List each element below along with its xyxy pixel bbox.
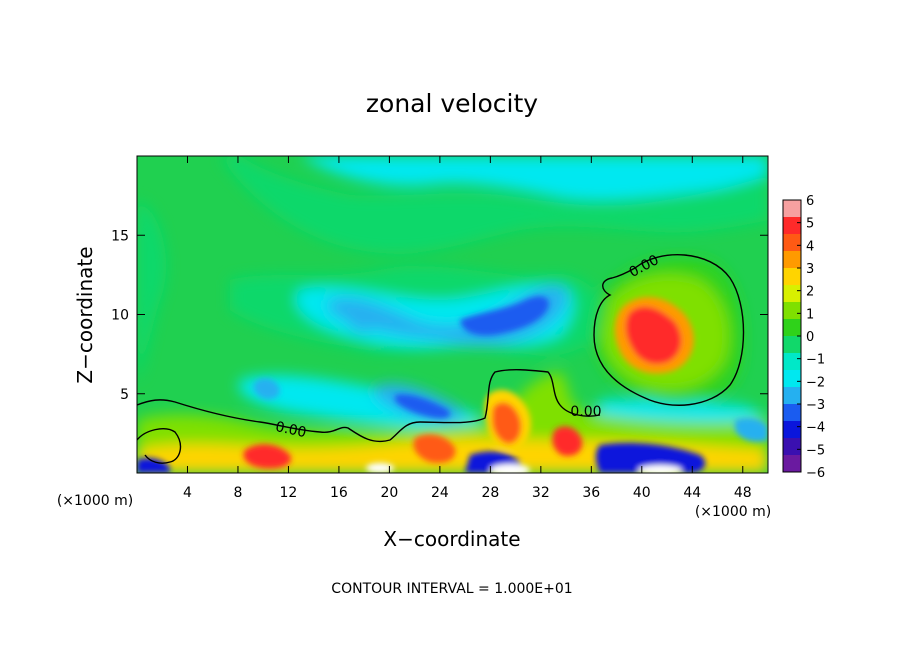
x-tick-label: 12 bbox=[280, 485, 298, 501]
y-tick-label: 5 bbox=[120, 387, 129, 403]
positive-core-red bbox=[625, 306, 682, 365]
x-tick-label: 8 bbox=[233, 485, 242, 501]
field-detail-layer bbox=[137, 296, 768, 473]
colorbar-segment bbox=[783, 217, 801, 235]
colorbar-segment bbox=[783, 438, 801, 456]
colorbar-segment bbox=[783, 387, 801, 405]
zero-contours bbox=[137, 254, 745, 464]
negative-lobe-deep bbox=[395, 394, 451, 419]
x-tick-label: 28 bbox=[481, 485, 499, 501]
x-tick-label: 40 bbox=[633, 485, 651, 501]
colorbar-tick-label: 0 bbox=[806, 330, 814, 345]
colorbar-segment bbox=[783, 200, 801, 218]
x-tick-label: 32 bbox=[532, 485, 550, 501]
upper-cyan-band bbox=[300, 156, 768, 201]
y-tick-label: 10 bbox=[111, 308, 129, 324]
colorbar-tick-label: −6 bbox=[806, 466, 825, 481]
colorbar-segment bbox=[783, 268, 801, 286]
zero-contour-bulge bbox=[593, 254, 745, 406]
colorbar-tick-label: 4 bbox=[806, 239, 814, 254]
red-streak-2 bbox=[413, 434, 456, 463]
x-tick-label: 44 bbox=[683, 485, 701, 501]
colorbar-tick-label: 1 bbox=[806, 307, 814, 322]
colorbar-segment bbox=[783, 421, 801, 439]
colorbar-segment bbox=[783, 336, 801, 354]
white-patch-1 bbox=[490, 464, 530, 473]
white-patch-2 bbox=[638, 465, 682, 473]
contour-label-1: 0.00 bbox=[274, 419, 308, 441]
y-axis-ticks: 5 10 15 bbox=[111, 228, 768, 403]
colorbar-tick-label: −1 bbox=[806, 353, 825, 368]
left-teal-patch bbox=[137, 200, 167, 380]
zero-contour-surface bbox=[137, 369, 601, 443]
x-axis-unit-label: (×1000 m) bbox=[695, 504, 771, 520]
colorbar-segment bbox=[783, 234, 801, 252]
small-blue-left bbox=[344, 303, 380, 332]
x-tick-label: 4 bbox=[183, 485, 192, 501]
plot-area: 0.00 0.00 0.00 bbox=[137, 156, 768, 473]
blue-right-edge bbox=[735, 417, 768, 442]
surface-positive-orange bbox=[492, 402, 522, 444]
zero-contour-left-loop bbox=[137, 428, 182, 464]
colorbar-tick-label: −3 bbox=[806, 398, 825, 413]
blue-lower-left-spot bbox=[253, 378, 280, 400]
blue-surface-left bbox=[137, 457, 170, 473]
x-tick-label: 48 bbox=[734, 485, 752, 501]
y-tick-label: 15 bbox=[111, 228, 129, 244]
negative-core-deep bbox=[460, 296, 549, 336]
y-axis-label: Z−coordinate bbox=[73, 246, 97, 383]
blue-surface-right bbox=[595, 442, 706, 473]
x-tick-label: 16 bbox=[330, 485, 348, 501]
red-streak-3 bbox=[552, 426, 583, 456]
colorbar-tick-label: −5 bbox=[806, 443, 825, 458]
colorbar-tick-label: 2 bbox=[806, 285, 814, 300]
white-patch-3 bbox=[366, 463, 394, 473]
red-streak-1 bbox=[243, 444, 291, 469]
colorbar-segment bbox=[783, 455, 801, 473]
colorbar: 6 5 4 3 2 1 0 −1 −2 −3 −4 −5 −6 bbox=[782, 194, 825, 481]
x-tick-label: 36 bbox=[582, 485, 600, 501]
upper-teal-band bbox=[220, 156, 768, 254]
x-tick-label: 24 bbox=[431, 485, 449, 501]
colorbar-segment bbox=[783, 353, 801, 371]
colorbar-tick-label: −4 bbox=[806, 421, 825, 436]
colorbar-tick-label: 3 bbox=[806, 262, 814, 277]
colorbar-segment bbox=[783, 319, 801, 337]
chart-title: zonal velocity bbox=[366, 89, 538, 118]
colorbar-segment bbox=[783, 370, 801, 388]
x-axis-ticks: 4 8 12 16 20 24 28 32 36 40 44 48 bbox=[183, 156, 752, 501]
colorbar-segment bbox=[783, 285, 801, 303]
x-tick-label: 20 bbox=[380, 485, 398, 501]
colorbar-segment bbox=[783, 251, 801, 269]
colorbar-tick-label: 6 bbox=[806, 194, 814, 209]
x-axis-label: X−coordinate bbox=[383, 527, 520, 551]
x-origin-unit-label: (×1000 m) bbox=[57, 493, 133, 509]
contour-interval-note: CONTOUR INTERVAL = 1.000E+01 bbox=[331, 581, 572, 597]
contour-label-2: 0.00 bbox=[570, 404, 601, 420]
colorbar-tick-label: −2 bbox=[806, 375, 825, 390]
colorbar-segment bbox=[783, 302, 801, 320]
colorbar-segment bbox=[783, 404, 801, 422]
colorbar-tick-label: 5 bbox=[806, 217, 814, 232]
